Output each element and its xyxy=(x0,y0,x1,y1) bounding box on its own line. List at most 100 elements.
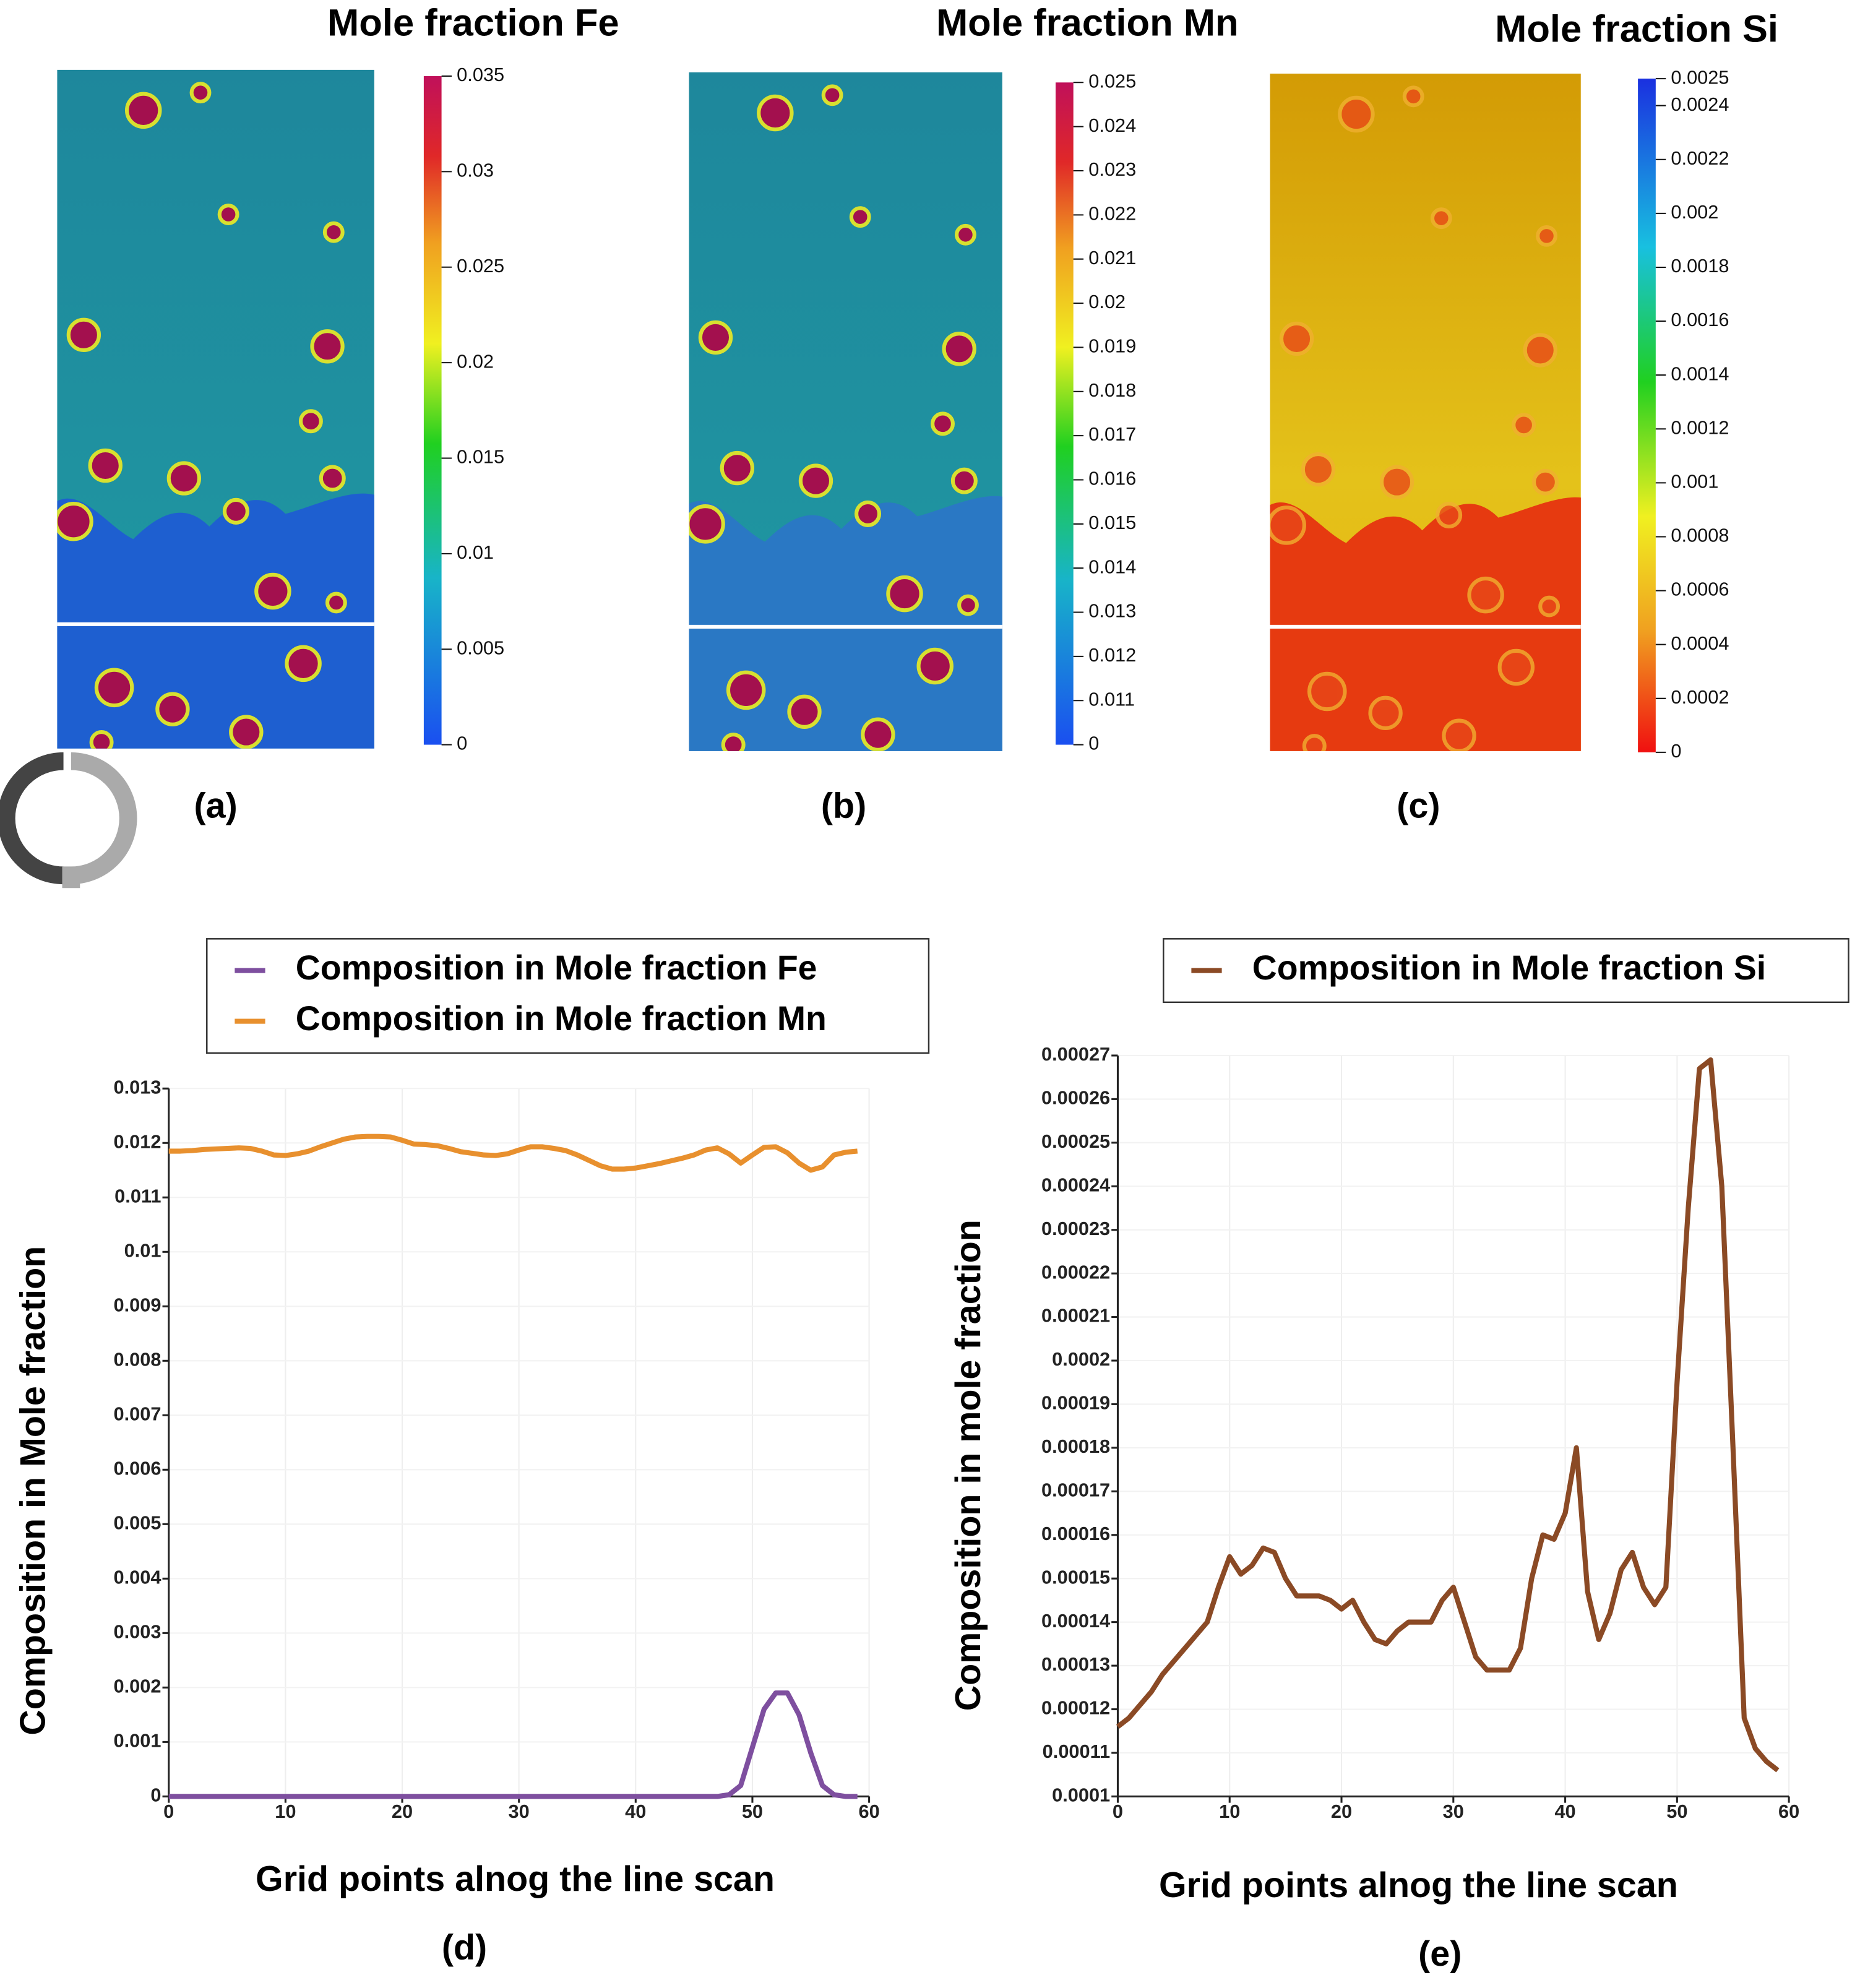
x-tick-label: 40 xyxy=(1554,1801,1575,1822)
y-tick-label: 0.00015 xyxy=(1041,1566,1110,1588)
y-tick-label: 0 xyxy=(150,1784,161,1806)
y-tick-label: 0.006 xyxy=(113,1457,161,1479)
y-tick-label: 0.011 xyxy=(114,1185,161,1207)
panel-label: (b) xyxy=(821,786,866,825)
x-tick-label: 30 xyxy=(509,1801,530,1822)
field-a xyxy=(57,69,374,749)
colorbar-tick-label: 0.001 xyxy=(1671,471,1718,493)
colorbar-tick-label: 0.0004 xyxy=(1671,632,1729,654)
colorbar-tick-label: 0.002 xyxy=(1671,201,1718,223)
y-axis-label: Composition in mole fraction xyxy=(949,1220,988,1711)
colorbar-tick-label: 0.0008 xyxy=(1671,525,1729,546)
y-tick-label: 0.00019 xyxy=(1041,1392,1110,1414)
y-tick-label: 0.009 xyxy=(113,1294,161,1315)
colorbar-tick-label: 0 xyxy=(457,733,467,754)
y-tick-label: 0.00011 xyxy=(1043,1741,1110,1762)
series-line xyxy=(168,1690,858,1799)
x-tick-label: 20 xyxy=(1331,1801,1352,1822)
y-tick-label: 0.00026 xyxy=(1041,1087,1110,1109)
y-tick-label: 0.00021 xyxy=(1041,1305,1110,1327)
x-tick-label: 50 xyxy=(742,1801,763,1822)
legend-label: Composition in Mole fraction Si xyxy=(1252,949,1766,987)
colorbar-tick-label: 0.025 xyxy=(1088,70,1136,92)
colorbar-tick-label: 0.018 xyxy=(1088,379,1136,401)
y-tick-label: 0.012 xyxy=(113,1130,161,1152)
panel-label: (a) xyxy=(194,786,238,825)
y-tick-label: 0.00013 xyxy=(1041,1653,1110,1675)
colorbar-tick-label: 0.01 xyxy=(457,541,494,563)
panel-label: (c) xyxy=(1397,786,1440,825)
colorbar-tick-label: 0 xyxy=(1088,733,1099,754)
y-tick-label: 0.00014 xyxy=(1041,1610,1110,1632)
y-tick-label: 0.00016 xyxy=(1041,1523,1110,1544)
x-tick-label: 10 xyxy=(275,1801,296,1822)
y-tick-label: 0.002 xyxy=(113,1675,161,1697)
colorbar-tick-label: 0.014 xyxy=(1088,556,1136,577)
y-tick-label: 0.01 xyxy=(124,1239,161,1261)
logo xyxy=(0,752,137,889)
colorbar-tick-label: 0.012 xyxy=(1088,644,1136,666)
colorbar-tick-label: 0.015 xyxy=(457,446,504,468)
colorbar-tick-label: 0.011 xyxy=(1088,688,1135,710)
colorbar-tick-label: 0.0006 xyxy=(1671,579,1729,600)
y-tick-label: 0.0002 xyxy=(1052,1348,1110,1370)
legend-box xyxy=(1163,938,1849,1004)
y-tick-label: 0.00025 xyxy=(1041,1130,1110,1152)
panel-title: Mole fraction Mn xyxy=(936,1,1239,44)
y-tick-label: 0.001 xyxy=(113,1730,161,1752)
colorbar-tick-label: 0.023 xyxy=(1088,158,1136,180)
y-tick-label: 0.00022 xyxy=(1041,1261,1110,1283)
panel-title: Mole fraction Fe xyxy=(327,1,619,44)
y-tick-label: 0.00012 xyxy=(1041,1697,1110,1719)
x-tick-label: 60 xyxy=(858,1801,879,1822)
colorbar-tick-label: 0.035 xyxy=(457,64,504,85)
x-axis-label: Grid points alnog the line scan xyxy=(1159,1865,1678,1905)
y-tick-label: 0.004 xyxy=(113,1566,161,1588)
field-c xyxy=(1270,73,1581,751)
x-tick-label: 0 xyxy=(163,1801,174,1822)
panel-label: (d) xyxy=(442,1928,487,1968)
colorbar xyxy=(1638,79,1656,752)
y-tick-label: 0.00023 xyxy=(1041,1218,1110,1239)
y-axis-label: Composition in Mole fraction xyxy=(14,1246,53,1736)
colorbar-tick-label: 0.022 xyxy=(1088,202,1136,224)
y-tick-label: 0.005 xyxy=(113,1512,161,1533)
colorbar-tick-label: 0.02 xyxy=(1088,291,1126,312)
colorbar-tick-label: 0.0012 xyxy=(1671,416,1729,438)
field-b xyxy=(689,72,1002,751)
y-tick-label: 0.003 xyxy=(113,1620,161,1642)
y-tick-label: 0.00017 xyxy=(1041,1479,1110,1500)
x-tick-label: 20 xyxy=(392,1801,413,1822)
series-line xyxy=(1116,1057,1780,1773)
y-tick-label: 0.007 xyxy=(113,1403,161,1424)
colorbar-tick-label: 0.0025 xyxy=(1671,66,1729,88)
colorbar-tick-label: 0.0002 xyxy=(1671,686,1729,708)
y-tick-label: 0.00024 xyxy=(1041,1174,1110,1195)
colorbar-tick-label: 0.03 xyxy=(457,160,494,181)
colorbar-tick-label: 0.013 xyxy=(1088,600,1136,622)
colorbar-tick-label: 0.024 xyxy=(1088,114,1136,136)
x-tick-label: 40 xyxy=(625,1801,646,1822)
colorbar-tick-label: 0.021 xyxy=(1088,247,1136,269)
y-tick-label: 0.00027 xyxy=(1041,1043,1110,1065)
colorbar-tick-label: 0.0024 xyxy=(1671,93,1729,115)
panel-label: (e) xyxy=(1418,1934,1462,1974)
x-tick-label: 10 xyxy=(1219,1801,1240,1822)
y-tick-label: 0.008 xyxy=(113,1348,161,1370)
y-tick-label: 0.0001 xyxy=(1052,1784,1110,1806)
x-axis-label: Grid points alnog the line scan xyxy=(256,1859,775,1899)
panel-title: Mole fraction Si xyxy=(1495,8,1778,51)
colorbar-tick-label: 0.02 xyxy=(457,350,494,372)
colorbar-tick-label: 0.005 xyxy=(457,637,504,658)
x-tick-label: 60 xyxy=(1778,1801,1799,1822)
x-tick-label: 50 xyxy=(1666,1801,1687,1822)
colorbar-tick-label: 0.0022 xyxy=(1671,147,1729,169)
colorbar-tick-label: 0.017 xyxy=(1088,423,1136,445)
legend-box xyxy=(206,938,930,1054)
x-tick-label: 30 xyxy=(1443,1801,1464,1822)
y-tick-label: 0.013 xyxy=(113,1076,161,1098)
colorbar-tick-label: 0 xyxy=(1671,740,1681,762)
colorbar-tick-label: 0.015 xyxy=(1088,512,1136,533)
series-line xyxy=(168,1134,858,1173)
